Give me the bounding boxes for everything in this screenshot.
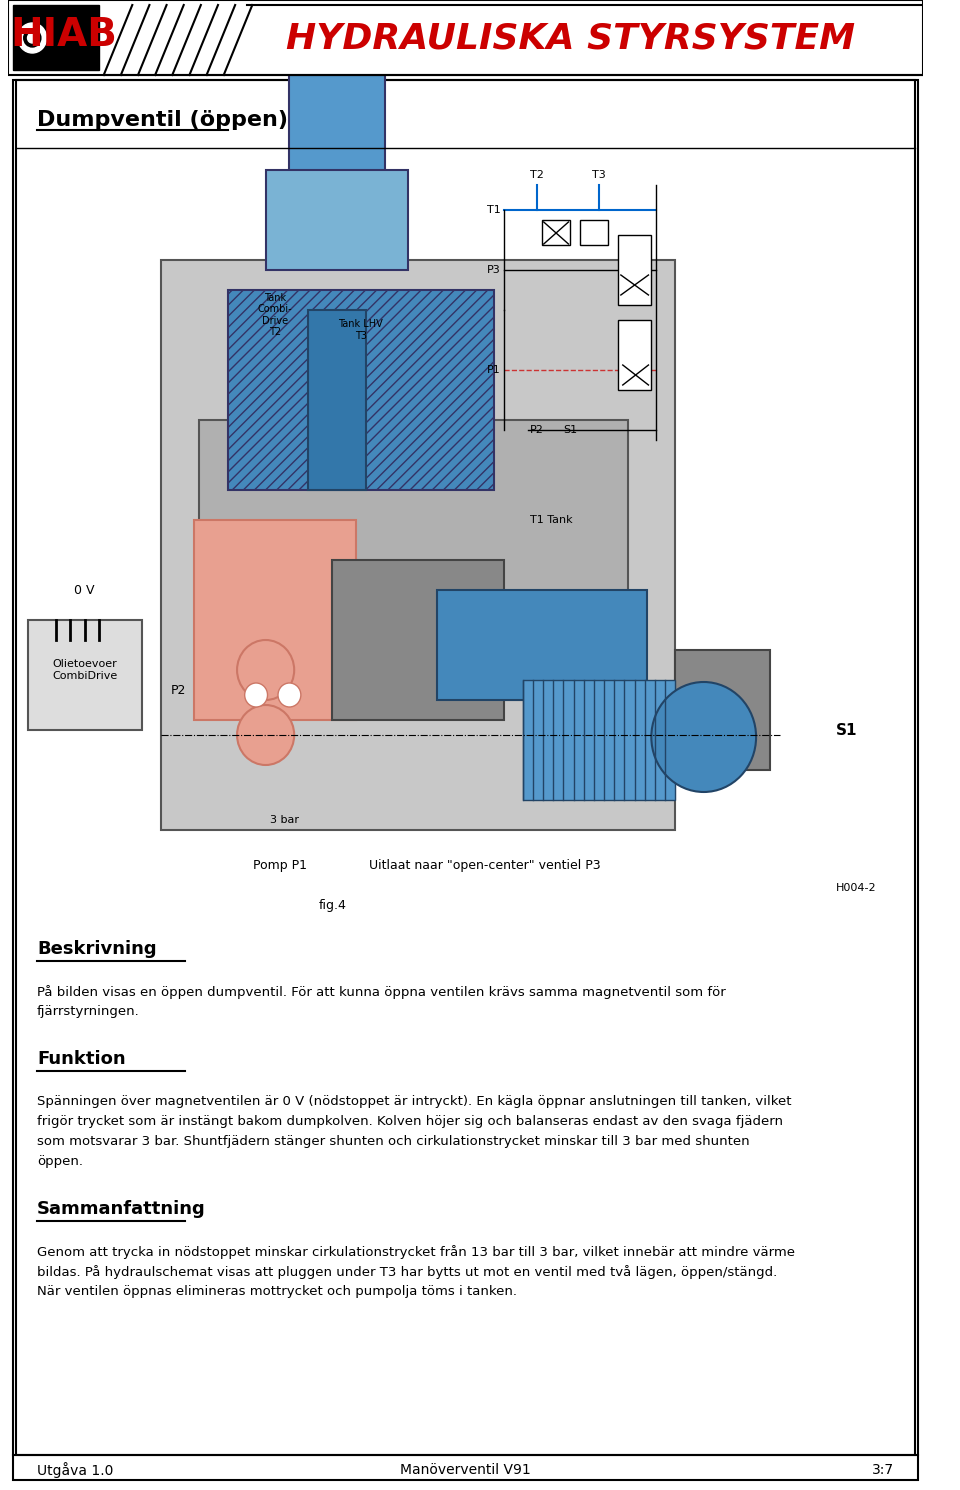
Text: Olietoevoer
CombiDrive: Olietoevoer CombiDrive	[52, 659, 117, 681]
Bar	[618, 235, 651, 305]
Text: Genom att trycka in nödstoppet minskar cirkulationstrycket från 13 bar till 3 ba: Genom att trycka in nödstoppet minskar c…	[37, 1246, 795, 1259]
Circle shape	[237, 641, 294, 700]
Bar	[332, 560, 504, 720]
Text: P2: P2	[530, 425, 544, 435]
Text: som motsvarar 3 bar. Shuntfjädern stänger shunten och cirkulationstrycket minska: som motsvarar 3 bar. Shuntfjädern stänge…	[37, 1135, 750, 1147]
Bar	[308, 310, 366, 490]
Bar	[9, 0, 923, 74]
Circle shape	[237, 705, 294, 764]
Bar	[541, 221, 570, 244]
Text: T1 Tank: T1 Tank	[530, 516, 573, 524]
Text: Spänningen över magnetventilen är 0 V (nödstoppet är intryckt). En kägla öppnar : Spänningen över magnetventilen är 0 V (n…	[37, 1095, 792, 1109]
Text: 3 bar: 3 bar	[270, 815, 300, 825]
Circle shape	[278, 682, 300, 706]
Bar	[289, 74, 385, 174]
Text: Sammanfattning: Sammanfattning	[37, 1199, 205, 1217]
Text: Tank
Combi-
Drive
T2: Tank Combi- Drive T2	[258, 292, 293, 337]
Text: 0 V: 0 V	[75, 584, 95, 596]
Bar	[523, 679, 675, 800]
Text: På bilden visas en öppen dumpventil. För att kunna öppna ventilen krävs samma ma: På bilden visas en öppen dumpventil. För…	[37, 985, 726, 998]
Text: bildas. På hydraulschemat visas att pluggen under T3 har bytts ut mot en ventil : bildas. På hydraulschemat visas att plug…	[37, 1265, 778, 1278]
Text: T2: T2	[530, 170, 544, 180]
Bar	[194, 520, 356, 720]
Bar	[437, 590, 647, 700]
Circle shape	[245, 682, 268, 706]
Text: H004-2: H004-2	[836, 884, 876, 893]
Bar	[266, 170, 408, 270]
Text: Dumpventil (öppen): Dumpventil (öppen)	[37, 110, 288, 130]
Bar	[675, 650, 770, 770]
Text: S1: S1	[836, 723, 857, 738]
Text: S1: S1	[564, 425, 578, 435]
Bar	[28, 620, 142, 730]
Text: öppen.: öppen.	[37, 1155, 84, 1168]
Text: fjärrstyrningen.: fjärrstyrningen.	[37, 1004, 140, 1018]
Bar	[618, 320, 651, 390]
Circle shape	[18, 22, 47, 54]
Text: Utgåva 1.0: Utgåva 1.0	[37, 1462, 113, 1478]
Bar	[199, 420, 628, 700]
Bar	[161, 259, 675, 830]
Circle shape	[24, 28, 41, 48]
Text: P1: P1	[488, 365, 501, 375]
Text: Funktion: Funktion	[37, 1050, 126, 1068]
Text: T3: T3	[592, 170, 606, 180]
Text: HIAB: HIAB	[11, 16, 117, 54]
Text: När ventilen öppnas elimineras mottrycket och pumpolja töms i tanken.: När ventilen öppnas elimineras mottrycke…	[37, 1284, 517, 1298]
Text: Tank LHV
T3: Tank LHV T3	[339, 319, 383, 341]
Text: Manöverventil V91: Manöverventil V91	[400, 1463, 531, 1477]
Text: Pomp P1: Pomp P1	[252, 858, 307, 872]
Text: Uitlaat naar "open-center" ventiel P3: Uitlaat naar "open-center" ventiel P3	[369, 858, 600, 872]
Text: HYDRAULISKA STYRSYSTEM: HYDRAULISKA STYRSYSTEM	[286, 21, 855, 55]
Text: P3: P3	[488, 265, 501, 276]
Text: T1: T1	[488, 206, 501, 215]
Text: Beskrivning: Beskrivning	[37, 940, 156, 958]
Circle shape	[28, 33, 37, 43]
Circle shape	[651, 682, 756, 793]
Bar	[228, 291, 494, 490]
Bar	[13, 4, 99, 70]
Text: 3:7: 3:7	[872, 1463, 894, 1477]
Text: P2: P2	[170, 684, 185, 696]
Text: fig.4: fig.4	[319, 898, 347, 912]
Text: frigör trycket som är instängt bakom dumpkolven. Kolven höjer sig och balanseras: frigör trycket som är instängt bakom dum…	[37, 1115, 783, 1128]
Bar	[580, 221, 609, 244]
